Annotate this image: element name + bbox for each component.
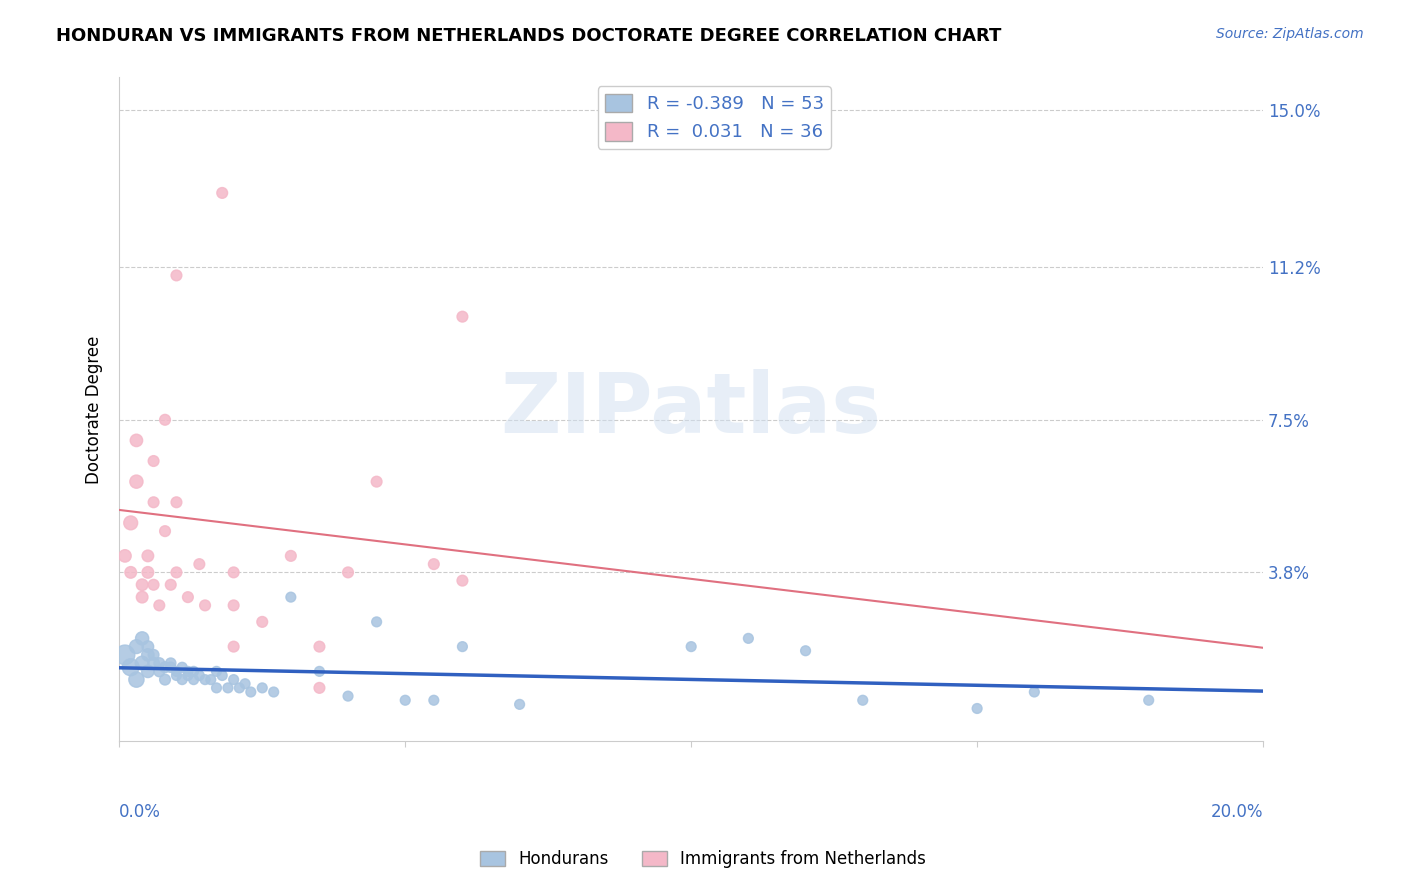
Point bbox=[233, 677, 256, 691]
Point bbox=[148, 656, 170, 670]
Point bbox=[211, 186, 233, 200]
Point bbox=[172, 660, 194, 674]
Point bbox=[166, 268, 188, 283]
Point bbox=[166, 566, 188, 580]
Point bbox=[148, 665, 170, 679]
Point bbox=[183, 673, 205, 687]
Point bbox=[148, 599, 170, 613]
Point bbox=[263, 685, 285, 699]
Point bbox=[337, 566, 360, 580]
Text: ZIPatlas: ZIPatlas bbox=[501, 369, 882, 450]
Point bbox=[142, 656, 165, 670]
Point bbox=[177, 590, 200, 604]
Point bbox=[172, 673, 194, 687]
Point bbox=[394, 693, 416, 707]
Point bbox=[852, 693, 875, 707]
Point bbox=[188, 557, 211, 571]
Point bbox=[183, 665, 205, 679]
Point bbox=[205, 681, 228, 695]
Point bbox=[136, 648, 159, 662]
Point bbox=[205, 665, 228, 679]
Point bbox=[153, 660, 176, 674]
Point bbox=[142, 578, 165, 592]
Point bbox=[114, 549, 136, 563]
Legend: R = -0.389   N = 53, R =  0.031   N = 36: R = -0.389 N = 53, R = 0.031 N = 36 bbox=[598, 87, 831, 149]
Point bbox=[159, 656, 181, 670]
Point bbox=[451, 310, 474, 324]
Point bbox=[188, 668, 211, 682]
Text: 20.0%: 20.0% bbox=[1211, 804, 1263, 822]
Point bbox=[136, 640, 159, 654]
Point bbox=[308, 681, 330, 695]
Point bbox=[1024, 685, 1046, 699]
Point bbox=[120, 516, 142, 530]
Text: HONDURAN VS IMMIGRANTS FROM NETHERLANDS DOCTORATE DEGREE CORRELATION CHART: HONDURAN VS IMMIGRANTS FROM NETHERLANDS … bbox=[56, 27, 1001, 45]
Point bbox=[308, 640, 330, 654]
Point bbox=[194, 673, 217, 687]
Point bbox=[153, 524, 176, 538]
Point bbox=[166, 665, 188, 679]
Point bbox=[337, 689, 360, 703]
Text: 0.0%: 0.0% bbox=[120, 804, 162, 822]
Point bbox=[142, 648, 165, 662]
Point bbox=[125, 673, 148, 687]
Point bbox=[252, 615, 274, 629]
Point bbox=[177, 665, 200, 679]
Point bbox=[423, 693, 446, 707]
Point bbox=[120, 566, 142, 580]
Point bbox=[280, 549, 302, 563]
Point bbox=[737, 632, 759, 646]
Point bbox=[142, 495, 165, 509]
Point bbox=[125, 434, 148, 448]
Point bbox=[308, 665, 330, 679]
Point bbox=[125, 41, 148, 55]
Point bbox=[136, 566, 159, 580]
Point bbox=[131, 578, 153, 592]
Point bbox=[252, 681, 274, 695]
Point bbox=[131, 656, 153, 670]
Point bbox=[131, 590, 153, 604]
Point bbox=[153, 413, 176, 427]
Point bbox=[280, 590, 302, 604]
Point bbox=[125, 640, 148, 654]
Point bbox=[681, 640, 703, 654]
Point bbox=[136, 665, 159, 679]
Point bbox=[217, 681, 239, 695]
Point bbox=[131, 632, 153, 646]
Point bbox=[423, 557, 446, 571]
Point bbox=[228, 681, 250, 695]
Point bbox=[451, 574, 474, 588]
Y-axis label: Doctorate Degree: Doctorate Degree bbox=[86, 335, 103, 483]
Point bbox=[125, 475, 148, 489]
Point bbox=[239, 685, 262, 699]
Point bbox=[1137, 693, 1160, 707]
Point bbox=[222, 599, 245, 613]
Point bbox=[200, 673, 222, 687]
Point bbox=[194, 599, 217, 613]
Point bbox=[451, 640, 474, 654]
Point bbox=[966, 701, 988, 715]
Point bbox=[136, 549, 159, 563]
Legend: Hondurans, Immigrants from Netherlands: Hondurans, Immigrants from Netherlands bbox=[474, 844, 932, 875]
Point bbox=[166, 668, 188, 682]
Point bbox=[177, 668, 200, 682]
Point bbox=[794, 644, 817, 658]
Point bbox=[222, 640, 245, 654]
Point bbox=[166, 495, 188, 509]
Point bbox=[222, 566, 245, 580]
Point bbox=[159, 660, 181, 674]
Point bbox=[222, 673, 245, 687]
Text: Source: ZipAtlas.com: Source: ZipAtlas.com bbox=[1216, 27, 1364, 41]
Point bbox=[509, 698, 531, 712]
Point bbox=[142, 454, 165, 468]
Point bbox=[159, 578, 181, 592]
Point bbox=[120, 660, 142, 674]
Point bbox=[366, 475, 388, 489]
Point bbox=[153, 673, 176, 687]
Point bbox=[366, 615, 388, 629]
Point bbox=[114, 648, 136, 662]
Point bbox=[211, 668, 233, 682]
